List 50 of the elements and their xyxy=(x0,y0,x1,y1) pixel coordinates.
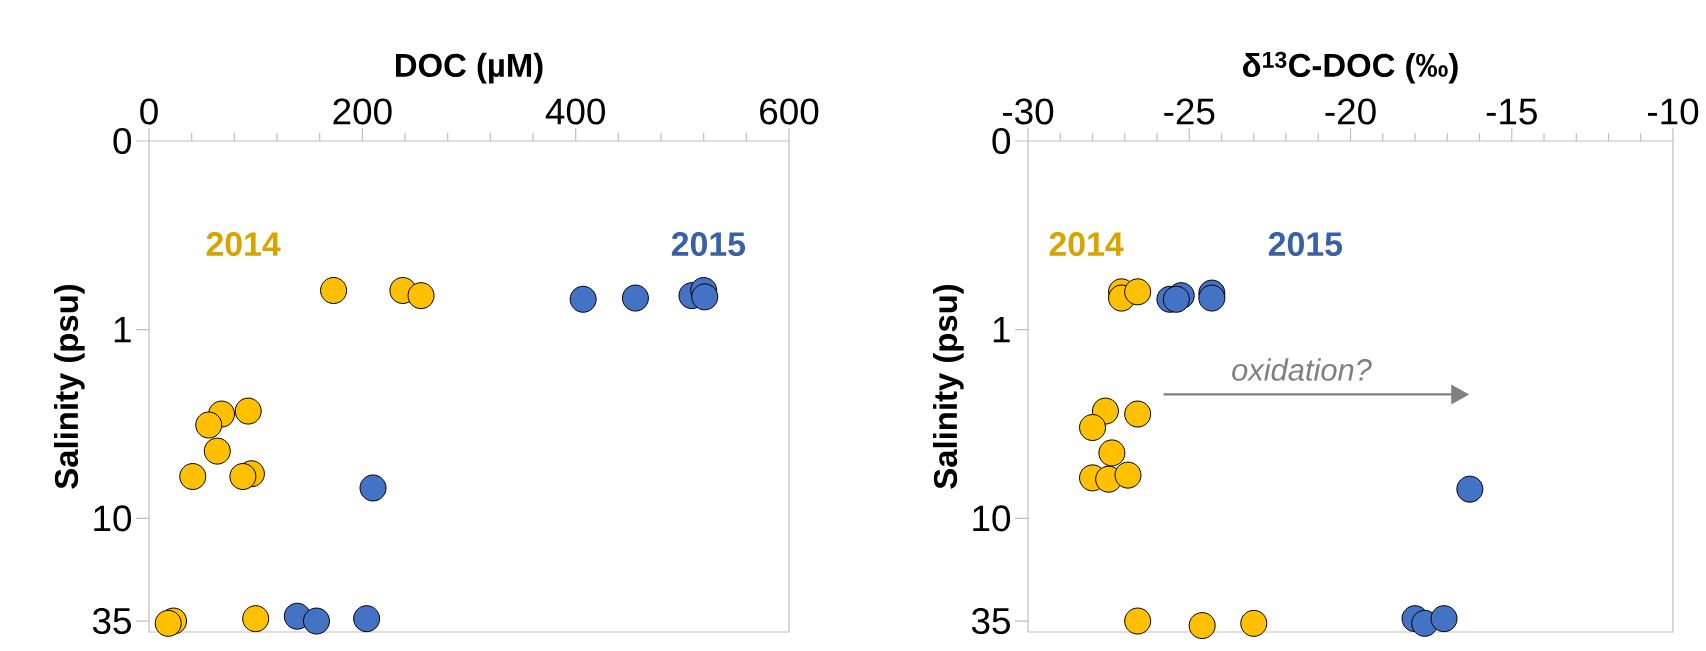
series-label: 2015 xyxy=(1268,232,1343,257)
y-tick-label: 1 xyxy=(993,317,1010,343)
point xyxy=(179,463,207,491)
point xyxy=(1098,439,1126,467)
x-tick-label: 200 xyxy=(333,98,392,125)
point xyxy=(353,605,381,633)
point xyxy=(407,282,435,310)
point xyxy=(320,277,348,305)
y-tick-label: 0 xyxy=(113,127,132,155)
x-tick-label: 0 xyxy=(140,98,158,125)
y-tick-label: 0 xyxy=(992,127,1011,155)
x-tick-label: -15 xyxy=(1486,98,1537,125)
series-label: 2015 xyxy=(671,232,746,257)
point xyxy=(1124,607,1152,635)
y-tick-label: 10 xyxy=(973,505,1011,532)
point xyxy=(195,411,223,439)
series-label: 2014 xyxy=(1049,232,1124,257)
point xyxy=(359,474,387,502)
point xyxy=(569,285,597,313)
y-axis-title: Salinity (psu) xyxy=(54,284,85,489)
y-tick-label: 10 xyxy=(94,505,132,532)
annotation: oxidation? xyxy=(1232,358,1372,381)
point xyxy=(1114,461,1142,489)
y-tick-label: 35 xyxy=(92,607,131,635)
x-axis-title: DOC (µM) xyxy=(396,52,543,84)
point xyxy=(302,607,330,635)
x-tick-label: -20 xyxy=(1325,98,1376,125)
point xyxy=(1198,284,1226,312)
x-tick-label: -30 xyxy=(1003,98,1054,125)
x-tick-label: 600 xyxy=(760,98,819,125)
point xyxy=(1124,278,1152,306)
point xyxy=(1079,414,1107,442)
point xyxy=(621,284,649,312)
point xyxy=(234,397,262,425)
x-tick-label: -10 xyxy=(1648,98,1699,125)
point xyxy=(1124,400,1152,428)
y-tick-label: 35 xyxy=(971,607,1010,635)
point xyxy=(229,463,257,491)
x-tick-label: -25 xyxy=(1164,98,1215,125)
point xyxy=(203,437,231,465)
x-tick-label: 400 xyxy=(545,98,605,125)
y-axis-title: Salinity (psu) xyxy=(933,284,964,489)
point xyxy=(691,283,719,311)
x-axis-title: δ$^{13}$C-DOC (‰) xyxy=(1243,51,1458,84)
series-label: 2014 xyxy=(206,232,281,257)
point xyxy=(1162,285,1190,313)
point xyxy=(242,605,270,633)
point xyxy=(1430,605,1458,633)
y-tick-label: 1 xyxy=(114,317,131,343)
point xyxy=(1456,475,1484,503)
